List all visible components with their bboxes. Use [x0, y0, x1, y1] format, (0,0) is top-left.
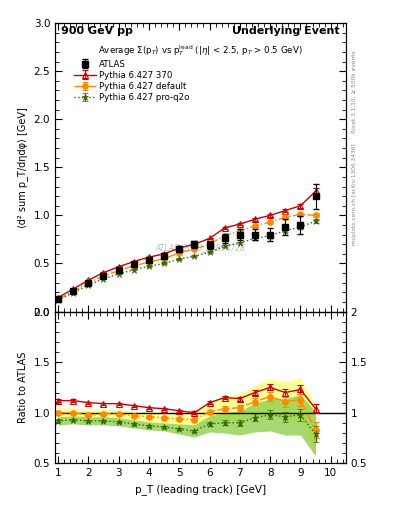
Text: Rivet 3.1.10, ≥ 500k events: Rivet 3.1.10, ≥ 500k events: [352, 51, 357, 134]
Y-axis label: Ratio to ATLAS: Ratio to ATLAS: [18, 352, 28, 423]
Text: 900 GeV pp: 900 GeV pp: [61, 26, 133, 36]
Text: Underlying Event: Underlying Event: [232, 26, 340, 36]
Text: Average $\Sigma$(p$_T$) vs p$_T^{\rm lead}$ (|$\eta$| < 2.5, p$_T$ > 0.5 GeV): Average $\Sigma$(p$_T$) vs p$_T^{\rm lea…: [98, 43, 303, 58]
Text: ATLAS_2010_S8894728: ATLAS_2010_S8894728: [155, 244, 246, 252]
X-axis label: p_T (leading track) [GeV]: p_T (leading track) [GeV]: [135, 484, 266, 495]
Text: mcplots.cern.ch [arXiv:1306.3436]: mcplots.cern.ch [arXiv:1306.3436]: [352, 144, 357, 245]
Y-axis label: ⟨d² sum p_T/dηdφ⟩ [GeV]: ⟨d² sum p_T/dηdφ⟩ [GeV]: [17, 107, 28, 228]
Legend: ATLAS, Pythia 6.427 370, Pythia 6.427 default, Pythia 6.427 pro-q2o: ATLAS, Pythia 6.427 370, Pythia 6.427 de…: [71, 56, 193, 105]
